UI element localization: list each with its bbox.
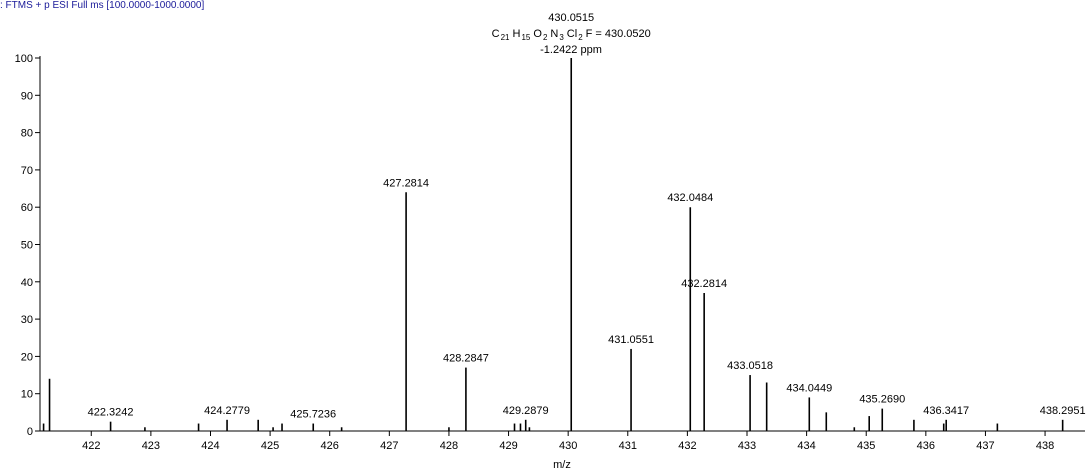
- x-tick-label: 429: [499, 440, 517, 452]
- peak-label: 428.2847: [443, 353, 489, 365]
- y-tick-label: 70: [21, 165, 33, 177]
- y-tick-label: 30: [21, 314, 33, 326]
- formula-element: H: [513, 28, 521, 40]
- peak-label: 432.0484: [667, 192, 713, 204]
- formula-element: Cl: [567, 28, 577, 40]
- x-tick-label: 438: [1036, 440, 1054, 452]
- y-tick-label: 90: [21, 90, 33, 102]
- x-tick-label: 422: [82, 440, 100, 452]
- x-tick-label: 430: [559, 440, 577, 452]
- peak-label: 422.3242: [88, 407, 134, 419]
- formula-subscript: 15: [521, 33, 530, 42]
- peak-label: 427.2814: [383, 177, 429, 189]
- formula-element: C: [492, 28, 500, 40]
- peak-label: 432.2814: [681, 278, 727, 290]
- formula-subscript: 2: [543, 33, 548, 42]
- y-tick-label: 20: [21, 351, 33, 363]
- x-tick-label: 424: [201, 440, 219, 452]
- peak-label: 436.3417: [923, 405, 969, 417]
- formula-subscript: 3: [559, 33, 564, 42]
- y-tick-label: 80: [21, 128, 33, 140]
- x-tick-label: 431: [619, 440, 637, 452]
- formula-subscript: 21: [501, 33, 510, 42]
- y-tick-label: 40: [21, 277, 33, 289]
- x-tick-label: 427: [380, 440, 398, 452]
- peak-label: 425.7236: [290, 409, 336, 421]
- x-tick-label: 433: [738, 440, 756, 452]
- x-tick-label: 435: [857, 440, 875, 452]
- x-tick-label: 423: [142, 440, 160, 452]
- formula-subscript: 2: [578, 33, 583, 42]
- y-tick-label: 50: [21, 240, 33, 252]
- formula-element: F = 430.0520: [586, 28, 651, 40]
- x-tick-label: 425: [261, 440, 279, 452]
- x-tick-label: 434: [797, 440, 815, 452]
- y-tick-label: 100: [15, 53, 33, 65]
- peak-label: 438.2951: [1040, 405, 1086, 417]
- y-tick-label: 60: [21, 202, 33, 214]
- peak-label: 433.0518: [727, 360, 773, 372]
- peak-label: 434.0449: [786, 382, 832, 394]
- formula-element: N: [550, 28, 558, 40]
- peak-label: 424.2779: [204, 405, 250, 417]
- peak-label: 429.2879: [503, 405, 549, 417]
- x-axis-label: m/z: [553, 459, 571, 471]
- y-tick-label: 10: [21, 389, 33, 401]
- peak-label: 430.0515: [548, 12, 594, 24]
- ppm-annotation: -1.2422 ppm: [540, 44, 602, 56]
- y-tick-label: 0: [27, 426, 33, 438]
- x-tick-label: 428: [440, 440, 458, 452]
- peak-label: 435.2690: [859, 394, 905, 406]
- x-tick-label: 432: [678, 440, 696, 452]
- chart-title: : FTMS + p ESI Full ms [100.0000-1000.00…: [0, 0, 204, 11]
- formula-annotation: C21 H15 O2 N3 Cl2 F = 430.0520: [492, 28, 651, 42]
- x-tick-label: 436: [917, 440, 935, 452]
- formula-element: O: [533, 28, 542, 40]
- x-tick-label: 426: [321, 440, 339, 452]
- peak-label: 431.0551: [608, 334, 654, 346]
- x-tick-label: 437: [976, 440, 994, 452]
